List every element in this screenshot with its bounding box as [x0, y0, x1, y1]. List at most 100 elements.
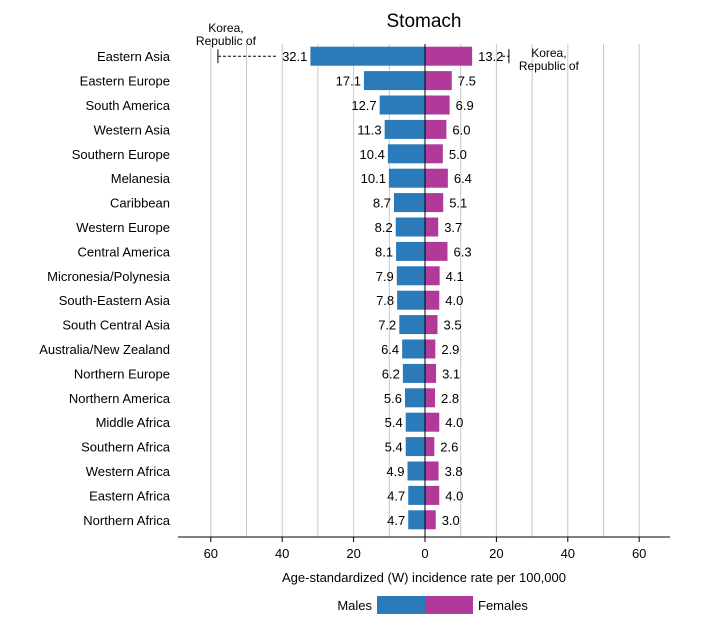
- category-label: Central America: [78, 244, 171, 259]
- bar-males: [387, 144, 425, 164]
- category-label: Western Europe: [76, 220, 170, 235]
- bar-males: [379, 95, 425, 115]
- category-label: South America: [85, 98, 170, 113]
- bar-females: [425, 388, 435, 408]
- value-label-males: 4.7: [387, 513, 405, 528]
- category-label: South-Eastern Asia: [59, 293, 171, 308]
- bar-males: [408, 485, 425, 505]
- value-label-males: 10.4: [360, 147, 385, 162]
- bar-males: [384, 119, 425, 139]
- value-label-females: 2.8: [441, 391, 459, 406]
- bar-females: [425, 217, 439, 237]
- bar-males: [310, 46, 425, 66]
- value-label-males: 11.3: [357, 122, 381, 137]
- value-label-males: 7.2: [378, 318, 396, 333]
- bar-females: [425, 437, 435, 457]
- value-label-males: 32.1: [282, 49, 307, 64]
- value-label-males: 7.8: [376, 293, 394, 308]
- value-label-females: 7.5: [458, 74, 476, 89]
- bar-females: [425, 510, 436, 530]
- legend-label-females: Females: [478, 598, 528, 613]
- value-label-females: 3.0: [442, 513, 460, 528]
- value-label-males: 5.6: [384, 391, 402, 406]
- category-label: Northern Europe: [74, 366, 170, 381]
- bar-males: [388, 168, 425, 188]
- legend-swatch-females: [425, 596, 473, 614]
- value-label-females: 2.6: [440, 440, 458, 455]
- annotation-label-females: Republic of: [519, 59, 580, 73]
- value-label-females: 5.1: [449, 196, 467, 211]
- bar-females: [425, 193, 444, 213]
- value-label-males: 7.9: [376, 269, 394, 284]
- annotation-label-males: Republic of: [196, 34, 257, 48]
- value-label-females: 4.0: [445, 488, 463, 503]
- bar-females: [425, 339, 436, 359]
- axis-layer: 60 40 20 0 20 40 60: [178, 44, 670, 561]
- bar-males: [405, 437, 425, 457]
- x-tick-label: 60: [204, 546, 218, 561]
- x-tick-label: 60: [632, 546, 646, 561]
- label-layer: Eastern Asia 32.1 13.2 Eastern Europe 17.1 7.…: [39, 49, 503, 528]
- value-label-females: 6.3: [453, 244, 471, 259]
- x-tick-label: 20: [346, 546, 360, 561]
- value-label-females: 3.1: [442, 366, 460, 381]
- category-label: Eastern Asia: [97, 49, 171, 64]
- bar-females: [425, 144, 443, 164]
- x-tick-label: 20: [489, 546, 503, 561]
- x-tick-label: 40: [561, 546, 575, 561]
- value-label-females: 4.1: [446, 269, 464, 284]
- category-label: Eastern Europe: [80, 74, 170, 89]
- bar-males: [393, 193, 425, 213]
- bar-females: [425, 412, 440, 432]
- bar-males: [408, 510, 425, 530]
- value-label-males: 5.4: [385, 415, 403, 430]
- category-label: Middle Africa: [96, 415, 171, 430]
- chart-title: Stomach: [387, 11, 462, 32]
- value-label-males: 17.1: [336, 74, 361, 89]
- category-label: Western Africa: [86, 464, 171, 479]
- value-label-females: 13.2: [478, 49, 503, 64]
- legend: Males Females: [337, 596, 528, 614]
- bar-males: [402, 363, 425, 383]
- bar-males: [363, 71, 425, 91]
- x-tick-label: 40: [275, 546, 289, 561]
- bar-females: [425, 315, 438, 335]
- annotation-label-females: Korea,: [531, 46, 566, 60]
- category-label: Northern Africa: [83, 513, 170, 528]
- value-label-females: 3.5: [443, 318, 461, 333]
- bar-females: [425, 71, 452, 91]
- bar-males: [405, 388, 425, 408]
- bar-males: [395, 217, 425, 237]
- value-label-females: 4.0: [445, 293, 463, 308]
- value-label-males: 5.4: [385, 440, 403, 455]
- value-label-females: 3.7: [444, 220, 462, 235]
- value-label-females: 5.0: [449, 147, 467, 162]
- bar-females: [425, 266, 440, 286]
- value-label-males: 12.7: [351, 98, 376, 113]
- value-label-females: 6.9: [456, 98, 474, 113]
- bar-females: [425, 95, 450, 115]
- value-label-females: 3.8: [445, 464, 463, 479]
- legend-swatch-males: [377, 596, 425, 614]
- bar-females: [425, 485, 440, 505]
- value-label-females: 2.9: [441, 342, 459, 357]
- bar-males: [396, 266, 425, 286]
- value-label-males: 8.2: [375, 220, 393, 235]
- bar-females: [425, 119, 447, 139]
- bar-females: [425, 290, 440, 310]
- bar-females: [425, 168, 448, 188]
- bar-females: [425, 241, 448, 261]
- category-label: Western Asia: [94, 122, 171, 137]
- bar-females: [425, 46, 473, 66]
- value-label-females: 6.4: [454, 171, 472, 186]
- category-label: Southern Europe: [72, 147, 170, 162]
- bar-males: [405, 412, 425, 432]
- x-tick-label: 0: [421, 546, 428, 561]
- value-label-males: 6.4: [381, 342, 399, 357]
- legend-label-males: Males: [337, 598, 372, 613]
- x-axis-label: Age-standardized (W) incidence rate per …: [282, 570, 566, 585]
- value-label-males: 8.1: [375, 244, 393, 259]
- bar-males: [396, 241, 425, 261]
